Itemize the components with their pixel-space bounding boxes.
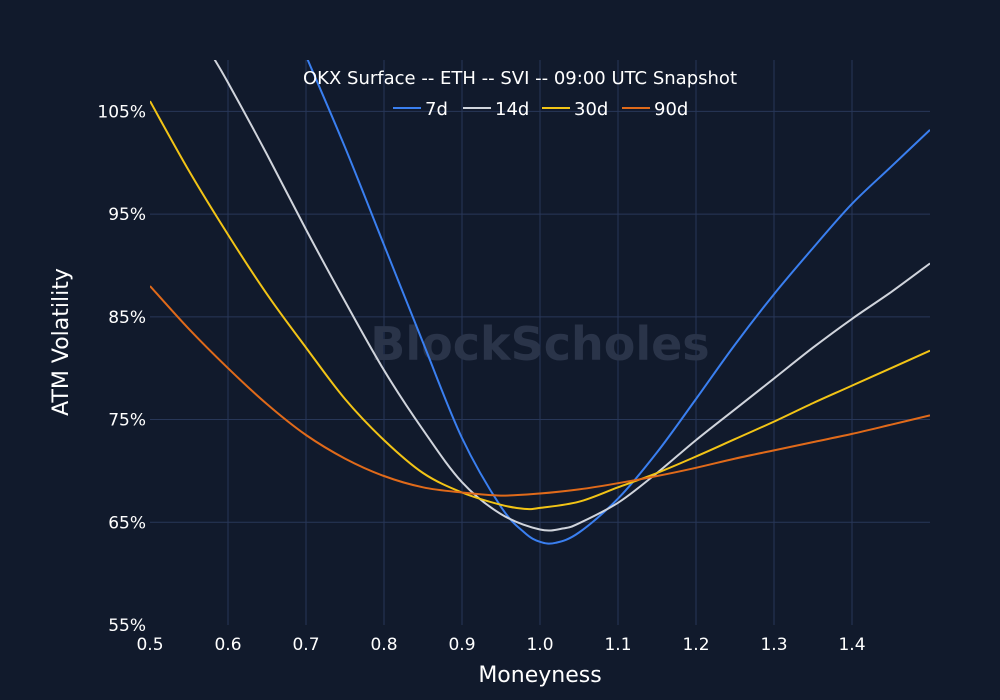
legend-item-7d[interactable]: 7d	[393, 99, 448, 120]
grid	[150, 60, 930, 625]
x-axis-ticks: 0.5 0.6 0.7 0.8 0.9 1.0 1.1 1.2 1.3 1.4	[136, 635, 865, 655]
series-line-14d	[213, 60, 930, 532]
series-line-90d	[150, 285, 930, 497]
watermark-text: BlockScholes	[370, 317, 709, 371]
y-tick-label: 75%	[108, 411, 146, 431]
x-tick-label: 1.3	[760, 635, 787, 655]
y-tick-label: 105%	[97, 102, 146, 122]
x-tick-label: 1.4	[838, 635, 865, 655]
y-tick-label: 95%	[108, 205, 146, 225]
legend-label: 7d	[425, 99, 448, 120]
chart-title: OKX Surface -- ETH -- SVI -- 09:00 UTC S…	[303, 68, 737, 89]
legend-item-14d[interactable]: 14d	[463, 99, 529, 120]
x-tick-label: 0.9	[448, 635, 475, 655]
x-tick-label: 1.2	[682, 635, 709, 655]
x-tick-label: 0.7	[292, 635, 319, 655]
x-tick-label: 0.8	[370, 635, 397, 655]
legend-item-90d[interactable]: 90d	[622, 99, 688, 120]
y-tick-label: 55%	[108, 616, 146, 636]
legend-item-30d[interactable]: 30d	[542, 99, 608, 120]
legend-label: 30d	[574, 99, 608, 120]
series-line-7d	[306, 60, 930, 545]
y-axis-ticks: 55% 65% 75% 85% 95% 105%	[97, 102, 146, 636]
legend[interactable]: 7d 14d 30d 90d	[393, 99, 688, 120]
x-tick-label: 0.6	[214, 635, 241, 655]
y-tick-label: 85%	[108, 308, 146, 328]
series-lines	[150, 60, 930, 545]
y-tick-label: 65%	[108, 513, 146, 533]
x-tick-label: 1.0	[526, 635, 553, 655]
legend-label: 90d	[654, 99, 688, 120]
legend-label: 14d	[495, 99, 529, 120]
series-line-30d	[150, 100, 930, 511]
x-tick-label: 1.1	[604, 635, 631, 655]
y-axis-title: ATM Volatility	[49, 268, 74, 416]
x-tick-label: 0.5	[136, 635, 163, 655]
x-axis-title: Moneyness	[478, 663, 601, 688]
